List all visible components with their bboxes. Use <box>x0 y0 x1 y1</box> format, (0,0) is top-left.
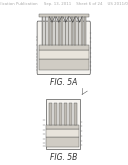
Bar <box>51 17 53 45</box>
Bar <box>61 17 63 45</box>
Bar <box>68 17 70 45</box>
Bar <box>55 17 56 45</box>
Bar <box>69 103 72 125</box>
Bar <box>46 125 79 129</box>
Bar <box>39 50 89 59</box>
Bar <box>74 17 76 45</box>
Bar <box>65 17 66 45</box>
Bar <box>46 129 79 137</box>
Bar <box>41 17 43 45</box>
Text: Patent Application Publication     Sep. 13, 2011    Sheet 6 of 24    US 2011/021: Patent Application Publication Sep. 13, … <box>0 2 128 6</box>
Bar <box>59 103 62 125</box>
Bar <box>58 17 60 45</box>
Bar <box>48 17 50 45</box>
Bar <box>74 103 77 125</box>
Bar <box>84 17 86 45</box>
Bar <box>39 14 89 17</box>
Bar <box>71 17 73 45</box>
Bar <box>45 17 46 45</box>
Bar <box>49 103 52 125</box>
Bar <box>54 103 57 125</box>
Bar <box>39 59 89 70</box>
Bar <box>64 103 67 125</box>
Bar <box>46 99 80 148</box>
Bar <box>78 17 79 45</box>
Bar <box>39 45 89 50</box>
Bar <box>46 137 79 147</box>
Text: FIG. 5B: FIG. 5B <box>50 153 78 162</box>
Text: FIG. 5A: FIG. 5A <box>50 78 78 87</box>
Bar <box>81 17 83 45</box>
FancyBboxPatch shape <box>37 21 90 75</box>
